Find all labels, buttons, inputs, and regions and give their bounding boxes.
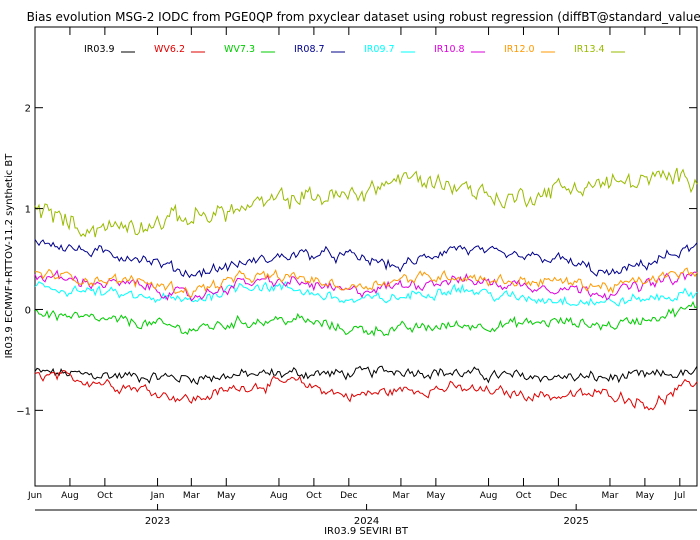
- y-tick-label: 1: [25, 205, 31, 216]
- x-tick-label: Oct: [97, 491, 113, 501]
- x-tick-label: Aug: [480, 491, 498, 501]
- legend-label-ir12-0: IR12.0: [504, 44, 535, 55]
- x-tick-label: May: [636, 491, 655, 501]
- legend-label-ir08-7: IR08.7: [294, 44, 325, 55]
- x-tick-label: Oct: [516, 491, 532, 501]
- legend-label-ir13-4: IR13.4: [574, 44, 605, 55]
- series-line-wv7-3: [34, 300, 698, 337]
- axes-layer: −1 0 1 2 Jun Aug Oct Jan Mar May Aug Oct Dec Mar May Au…: [16, 27, 697, 527]
- y-tick-label: −1: [16, 406, 31, 417]
- series-line-ir03-9: [34, 365, 698, 386]
- plot-frame: [34, 26, 698, 487]
- legend-label-ir10-8: IR10.8: [434, 44, 465, 55]
- x-tick-label: Jul: [673, 491, 685, 501]
- x-tick-label: Oct: [306, 491, 322, 501]
- year-label: 2025: [563, 516, 588, 527]
- legend: IR03.9 WV6.2 WV7.3 IR08.7 IR09.7 IR10.8 IR12.0…: [84, 44, 625, 55]
- legend-label-ir03-9: IR03.9: [84, 44, 115, 55]
- legend-label-wv7-3: WV7.3: [224, 44, 255, 55]
- x-tick-label: Jun: [27, 491, 42, 501]
- chart-title: Bias evolution MSG-2 IODC from PGE0QP fr…: [27, 10, 700, 24]
- y-tick-label: 0: [25, 305, 31, 316]
- series-line-wv6-2: [34, 369, 698, 411]
- x-axis-label: IR03.9 SEVIRI BT: [324, 526, 409, 537]
- x-tick-label: Mar: [601, 491, 618, 501]
- x-tick-label: Mar: [392, 491, 409, 501]
- x-tick-label: Dec: [550, 491, 567, 501]
- x-tick-label: Aug: [270, 491, 288, 501]
- series-layer: [34, 167, 698, 411]
- series-line-ir12-0: [34, 267, 698, 298]
- legend-label-ir09-7: IR09.7: [364, 44, 395, 55]
- series-line-ir13-4: [34, 167, 698, 238]
- series-line-ir10-8: [34, 269, 698, 302]
- x-tick-label: May: [427, 491, 446, 501]
- year-label: 2023: [145, 516, 170, 527]
- year-label: 2024: [354, 516, 379, 527]
- x-tick-label: Jan: [150, 491, 165, 501]
- x-tick-label: Dec: [340, 491, 357, 501]
- x-tick-label: Mar: [183, 491, 200, 501]
- y-tick-label: 2: [25, 104, 31, 115]
- legend-label-wv6-2: WV6.2: [154, 44, 185, 55]
- series-line-ir08-7: [34, 239, 698, 279]
- x-tick-label: May: [217, 491, 236, 501]
- y-axis-label: IR03.9 ECMWF+RTTOV-11.2 synthetic BT: [4, 153, 15, 359]
- x-tick-label: Aug: [61, 491, 79, 501]
- series-line-ir09-7: [34, 280, 698, 307]
